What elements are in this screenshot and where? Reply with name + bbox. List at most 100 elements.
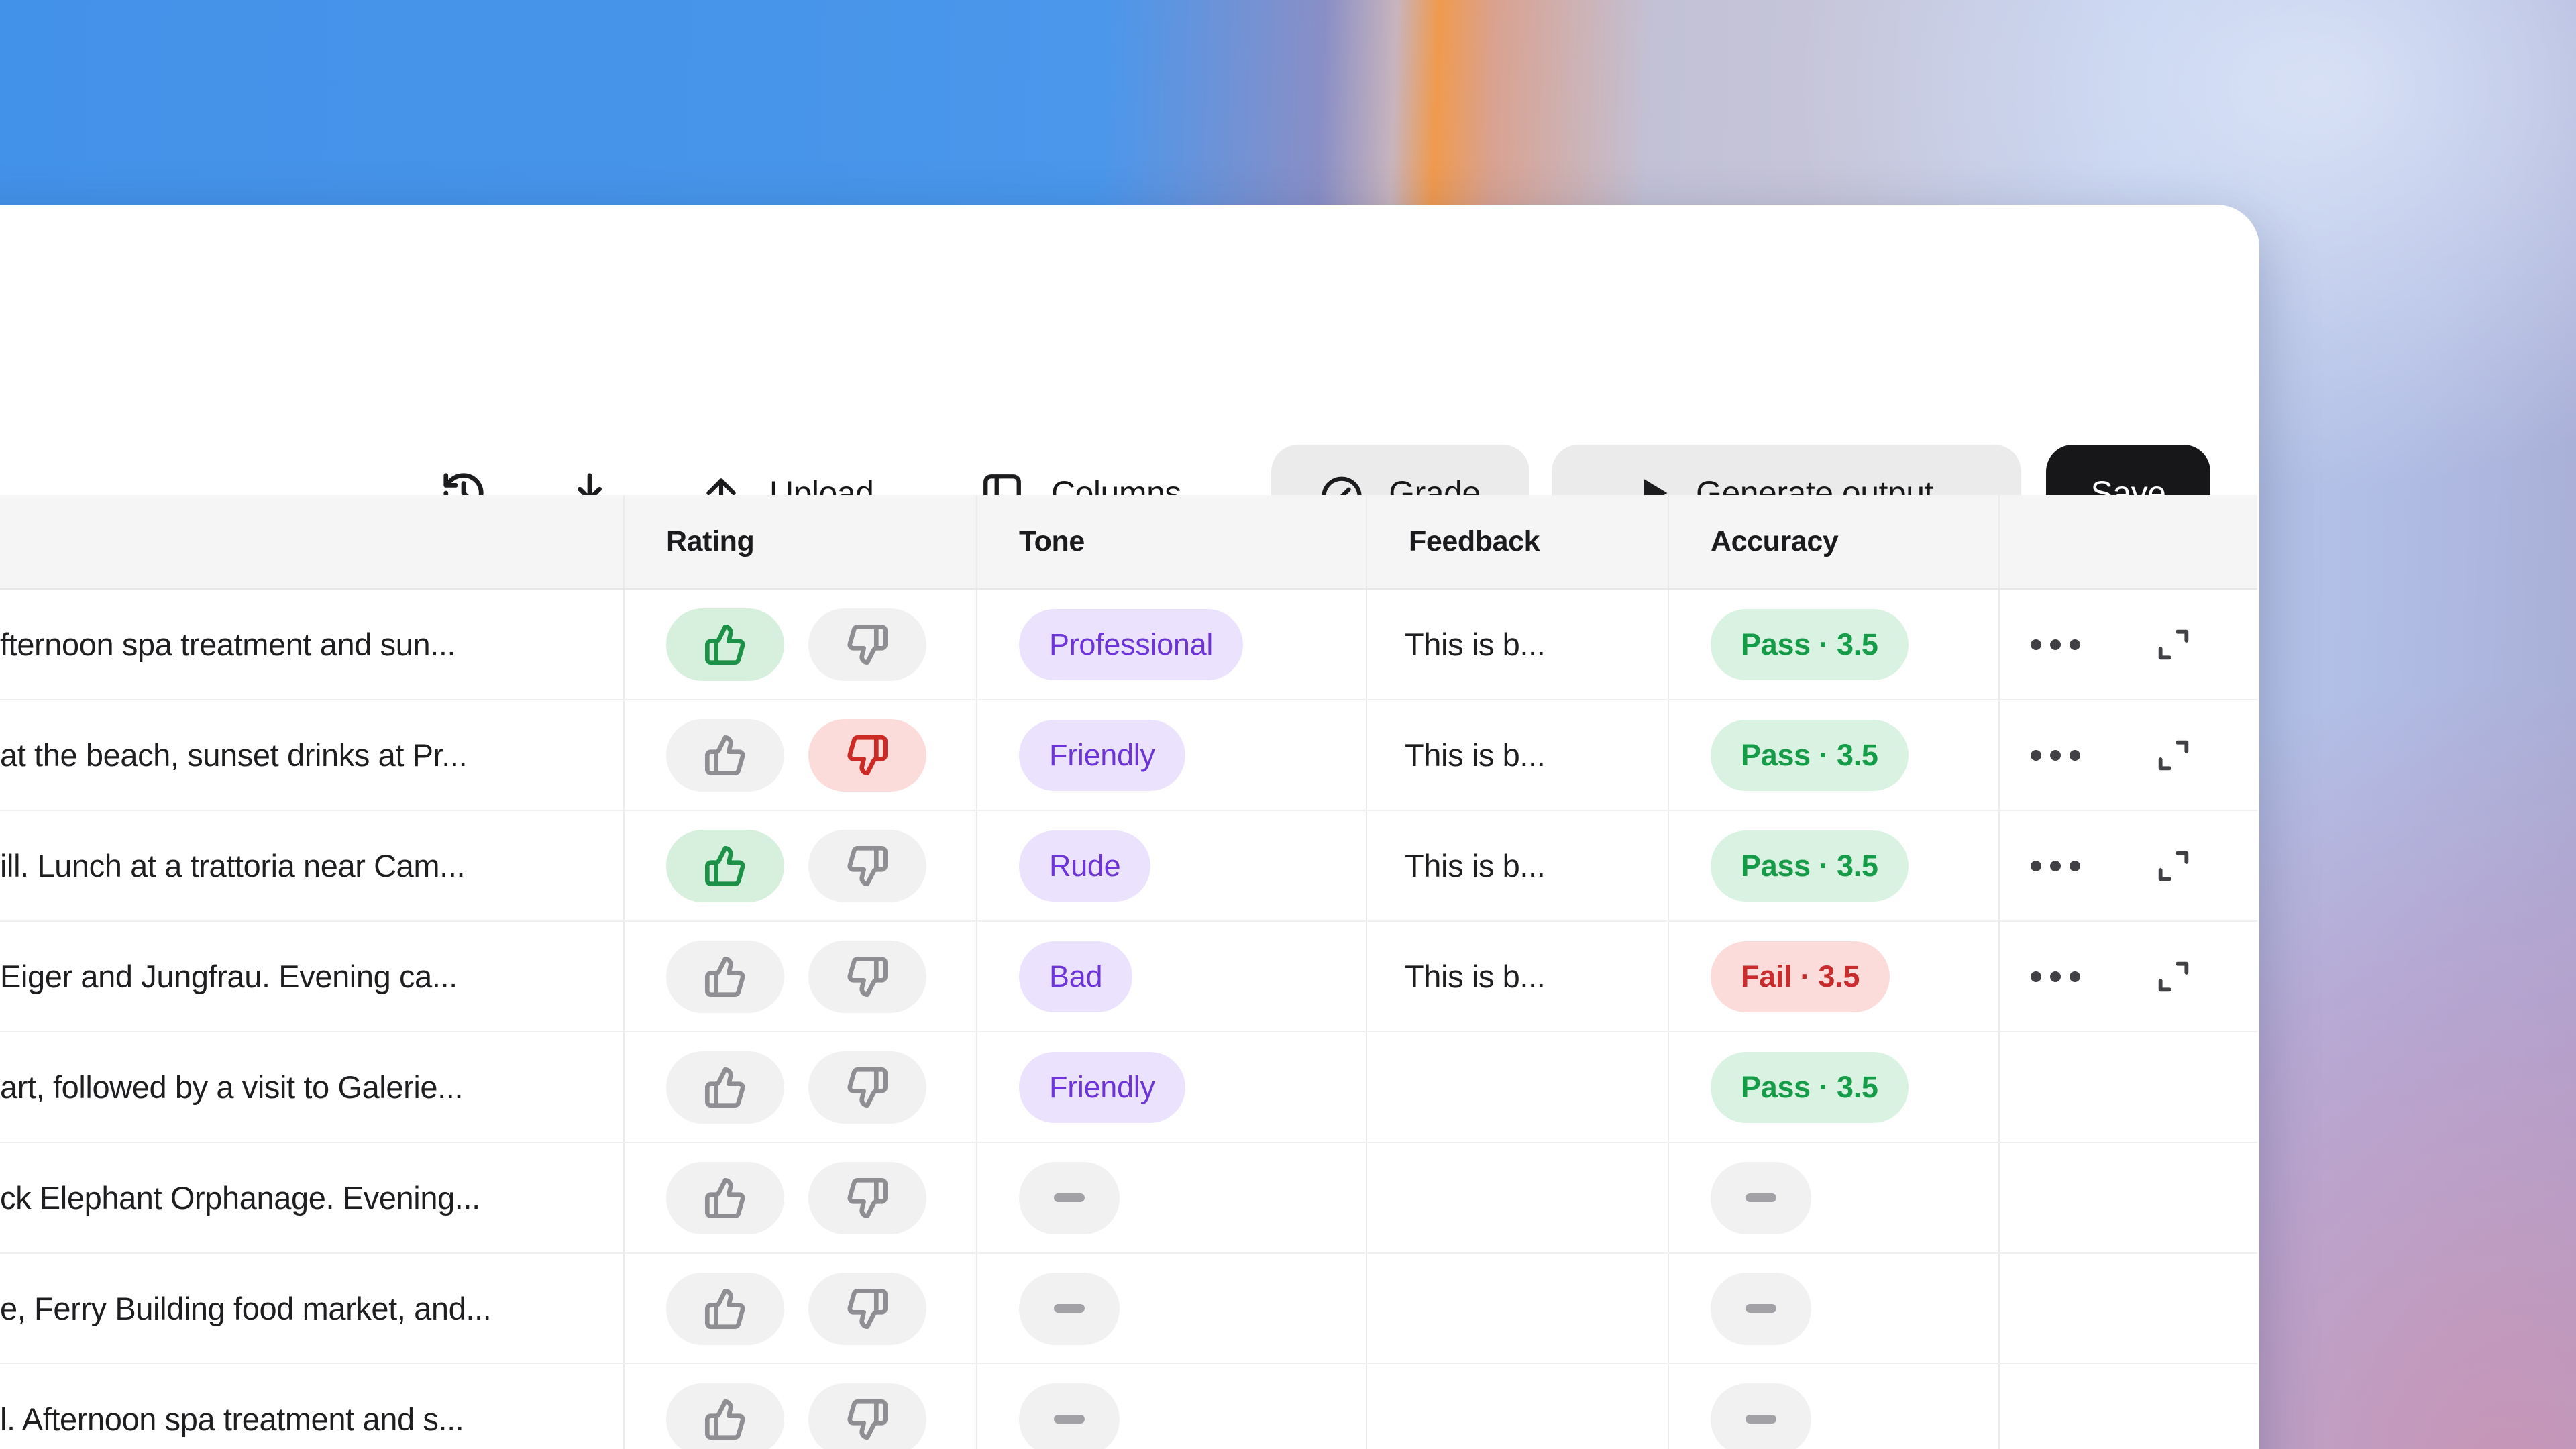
- tone-cell[interactable]: [976, 1143, 1366, 1252]
- tone-badge[interactable]: Friendly: [1019, 719, 1185, 791]
- dash-icon: [1746, 1415, 1776, 1424]
- accuracy-cell[interactable]: [1668, 1364, 1998, 1449]
- thumbs-up-button[interactable]: [666, 608, 784, 681]
- table-row: ck Elephant Orphanage. Evening...: [0, 1143, 2257, 1254]
- thumbs-down-button[interactable]: [808, 1051, 926, 1124]
- accuracy-empty[interactable]: [1711, 1272, 1811, 1345]
- tone-cell[interactable]: Friendly: [976, 1032, 1366, 1142]
- thumbs-down-button[interactable]: [808, 1161, 926, 1234]
- row-text: l. Afternoon spa treatment and s...: [0, 1401, 464, 1437]
- thumbs-up-button[interactable]: [666, 718, 784, 792]
- thumbs-up-icon: [705, 956, 745, 997]
- thumbs-up-button[interactable]: [666, 1051, 784, 1124]
- thumbs-up-button[interactable]: [666, 1383, 784, 1449]
- row-menu-button[interactable]: [2031, 639, 2080, 650]
- accuracy-cell[interactable]: Fail · 3.5: [1668, 922, 1998, 1031]
- input-cell[interactable]: art, followed by a visit to Galerie...: [0, 1032, 623, 1142]
- thumbs-up-button[interactable]: [666, 1272, 784, 1345]
- thumbs-up-icon: [705, 735, 745, 775]
- tone-cell[interactable]: [976, 1364, 1366, 1449]
- thumbs-up-button[interactable]: [666, 829, 784, 902]
- tone-cell[interactable]: [976, 1254, 1366, 1363]
- accuracy-badge[interactable]: Pass · 3.5: [1711, 830, 1909, 902]
- accuracy-empty[interactable]: [1711, 1161, 1811, 1234]
- tone-cell[interactable]: Bad: [976, 922, 1366, 1031]
- feedback-cell[interactable]: [1366, 1254, 1668, 1363]
- accuracy-badge[interactable]: Pass · 3.5: [1711, 608, 1909, 680]
- table-row: e, Ferry Building food market, and...: [0, 1254, 2257, 1364]
- column-header-tone: Tone: [976, 495, 1366, 588]
- thumbs-down-button[interactable]: [808, 718, 926, 792]
- row-menu-button[interactable]: [2031, 749, 2080, 761]
- tone-badge[interactable]: Bad: [1019, 941, 1133, 1012]
- tone-cell[interactable]: Professional: [976, 590, 1366, 699]
- actions-cell: [1998, 700, 2257, 810]
- feedback-text: This is b...: [1405, 627, 1546, 662]
- rating-cell: [623, 590, 976, 699]
- tone-badge[interactable]: Rude: [1019, 830, 1151, 902]
- feedback-cell[interactable]: This is b...: [1366, 811, 1668, 920]
- row-actions: [2031, 847, 2193, 885]
- tone-cell[interactable]: Friendly: [976, 700, 1366, 810]
- thumbs-down-button[interactable]: [808, 1383, 926, 1449]
- input-cell[interactable]: Eiger and Jungfrau. Evening ca...: [0, 922, 623, 1031]
- tone-badge[interactable]: Professional: [1019, 608, 1244, 680]
- input-cell[interactable]: l. Afternoon spa treatment and s...: [0, 1364, 623, 1449]
- thumbs-down-button[interactable]: [808, 1272, 926, 1345]
- thumbs-down-button[interactable]: [808, 829, 926, 902]
- input-cell[interactable]: ill. Lunch at a trattoria near Cam...: [0, 811, 623, 920]
- app-card: Upload Columns Grade Generate output: [0, 205, 2259, 1449]
- table-row: at the beach, sunset drinks at Pr... Fri…: [0, 700, 2257, 811]
- rating-cell: [623, 1254, 976, 1363]
- tone-badge[interactable]: Friendly: [1019, 1051, 1185, 1123]
- feedback-cell[interactable]: [1366, 1143, 1668, 1252]
- accuracy-badge[interactable]: Pass · 3.5: [1711, 1051, 1909, 1123]
- input-cell[interactable]: fternoon spa treatment and sun...: [0, 590, 623, 699]
- rating-cell: [623, 700, 976, 810]
- expand-row-button[interactable]: [2154, 625, 2193, 664]
- feedback-cell[interactable]: This is b...: [1366, 590, 1668, 699]
- actions-cell: [1998, 1032, 2257, 1142]
- row-menu-button[interactable]: [2031, 860, 2080, 871]
- expand-row-button[interactable]: [2154, 847, 2193, 885]
- tone-empty[interactable]: [1019, 1272, 1120, 1345]
- expand-row-button[interactable]: [2154, 736, 2193, 775]
- thumbs-up-icon: [705, 624, 745, 665]
- feedback-cell[interactable]: This is b...: [1366, 922, 1668, 1031]
- expand-row-button[interactable]: [2154, 957, 2193, 996]
- rating-cell: [623, 811, 976, 920]
- thumbs-down-icon: [847, 956, 888, 997]
- row-menu-button[interactable]: [2031, 971, 2080, 982]
- accuracy-cell[interactable]: Pass · 3.5: [1668, 700, 1998, 810]
- table-row: ill. Lunch at a trattoria near Cam... Ru…: [0, 811, 2257, 922]
- thumbs-down-button[interactable]: [808, 940, 926, 1013]
- dash-icon: [1054, 1415, 1085, 1424]
- feedback-cell[interactable]: [1366, 1364, 1668, 1449]
- ellipsis-icon: [2031, 749, 2041, 761]
- thumbs-up-button[interactable]: [666, 940, 784, 1013]
- tone-empty[interactable]: [1019, 1161, 1120, 1234]
- ellipsis-icon: [2031, 971, 2041, 982]
- dash-icon: [1746, 1304, 1776, 1313]
- accuracy-cell[interactable]: [1668, 1254, 1998, 1363]
- thumbs-down-button[interactable]: [808, 608, 926, 681]
- accuracy-badge[interactable]: Pass · 3.5: [1711, 719, 1909, 791]
- feedback-cell[interactable]: This is b...: [1366, 700, 1668, 810]
- thumbs-down-icon: [847, 1399, 888, 1440]
- feedback-cell[interactable]: [1366, 1032, 1668, 1142]
- input-cell[interactable]: at the beach, sunset drinks at Pr...: [0, 700, 623, 810]
- tone-empty[interactable]: [1019, 1383, 1120, 1449]
- tone-cell[interactable]: Rude: [976, 811, 1366, 920]
- accuracy-cell[interactable]: Pass · 3.5: [1668, 590, 1998, 699]
- input-cell[interactable]: e, Ferry Building food market, and...: [0, 1254, 623, 1363]
- row-text: ill. Lunch at a trattoria near Cam...: [0, 848, 466, 883]
- accuracy-cell[interactable]: Pass · 3.5: [1668, 1032, 1998, 1142]
- actions-cell: [1998, 811, 2257, 920]
- thumbs-up-button[interactable]: [666, 1161, 784, 1234]
- accuracy-cell[interactable]: Pass · 3.5: [1668, 811, 1998, 920]
- accuracy-cell[interactable]: [1668, 1143, 1998, 1252]
- input-cell[interactable]: ck Elephant Orphanage. Evening...: [0, 1143, 623, 1252]
- accuracy-empty[interactable]: [1711, 1383, 1811, 1449]
- rating-cell: [623, 1143, 976, 1252]
- accuracy-badge[interactable]: Fail · 3.5: [1711, 941, 1890, 1012]
